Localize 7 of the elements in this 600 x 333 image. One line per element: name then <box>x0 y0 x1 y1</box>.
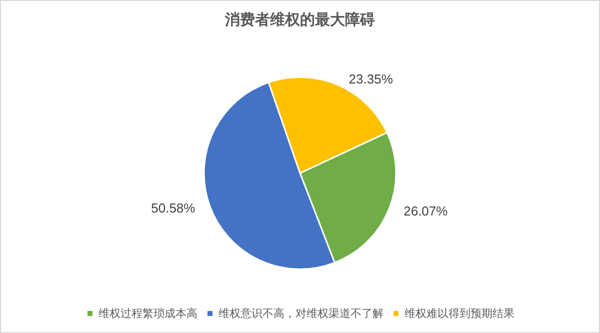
chart-title: 消费者维权的最大障碍 <box>224 10 375 28</box>
data-label: 26.07% <box>404 204 448 219</box>
data-label: 23.35% <box>348 72 394 87</box>
data-label: 50.58% <box>151 200 196 216</box>
legend-label: 维权意识不高，对维权渠道不了解 <box>218 307 384 320</box>
legend-label: 维权难以得到预期结果 <box>404 307 514 320</box>
legend-label: 维权过程繁琐成本高 <box>98 307 198 320</box>
